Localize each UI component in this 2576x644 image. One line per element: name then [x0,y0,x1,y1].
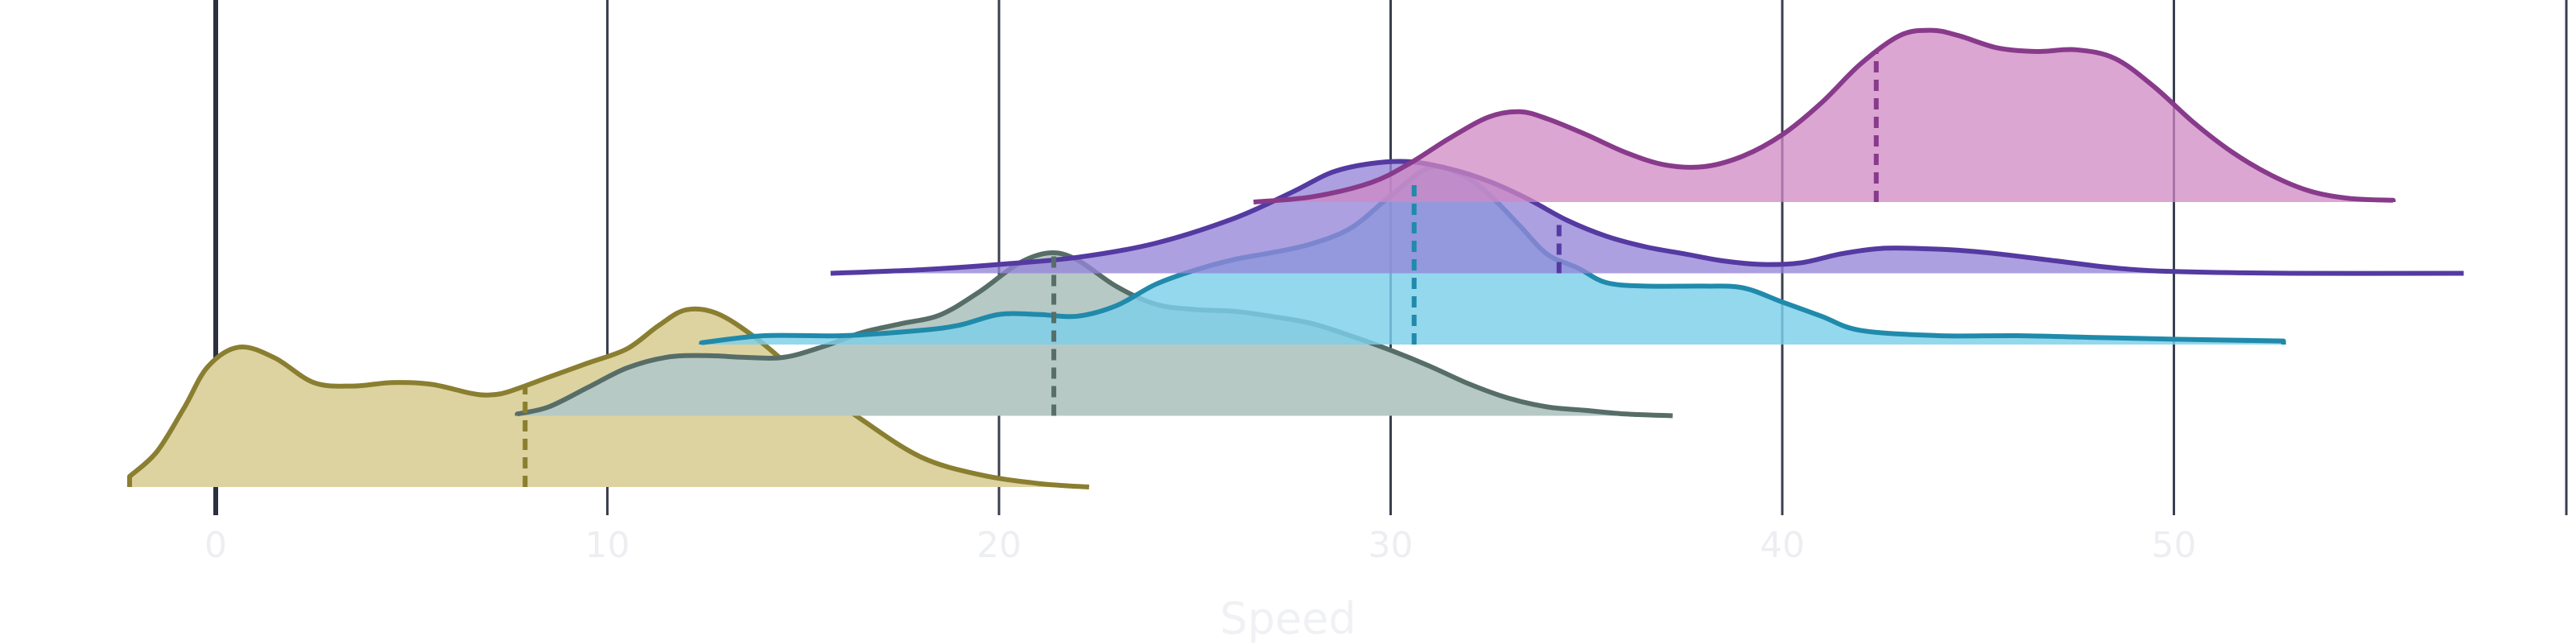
x-tick-label-0: 0 [204,525,227,566]
ridge-outline-5 [1253,27,2396,204]
x-axis-title: Speed [1220,593,1356,644]
ridge-fill-4 [830,161,2464,274]
ridge-outline-4 [830,159,2464,276]
x-tick-labels: 0 10 20 30 40 50 [204,525,2197,566]
density-ridges [127,27,2464,489]
median-lines [522,52,1879,487]
x-tick-label-30: 30 [1368,525,1414,566]
x-tick-label-40: 40 [1760,525,1805,566]
ridge-outline-1 [127,306,1090,489]
x-tick-label-10: 10 [585,525,630,566]
x-tick-label-20: 20 [976,525,1022,566]
x-tick-label-50: 50 [2152,525,2197,566]
ridge-fill-5 [1253,30,2393,202]
